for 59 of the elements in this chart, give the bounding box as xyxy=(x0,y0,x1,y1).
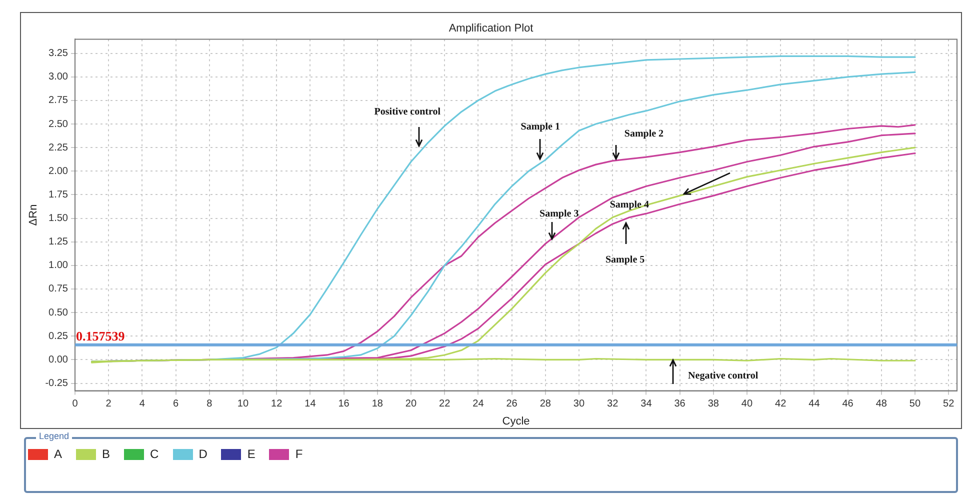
x-tick-label: 44 xyxy=(808,398,820,410)
x-tick-label: 42 xyxy=(775,398,787,410)
y-tick-label: 3.00 xyxy=(48,72,68,83)
x-tick-label: 32 xyxy=(607,398,619,410)
x-tick-label: 22 xyxy=(439,398,451,410)
y-tick-label: 1.00 xyxy=(48,260,68,272)
annotation: Sample 5 xyxy=(605,254,645,266)
y-tick-label: 2.75 xyxy=(48,95,68,106)
legend-label: C xyxy=(150,447,159,461)
y-tick-label: 0.00 xyxy=(48,354,68,366)
x-tick-label: 6 xyxy=(173,398,180,410)
y-tick-label: -0.25 xyxy=(45,378,68,390)
x-tick-label: 46 xyxy=(842,398,854,410)
annotation: Sample 2 xyxy=(624,128,664,140)
x-tick-label: 38 xyxy=(708,398,720,410)
x-tick-label: 10 xyxy=(237,398,249,410)
annotation: Negative control xyxy=(688,370,758,382)
y-tick-label: 0.25 xyxy=(48,330,68,342)
x-tick-label: 8 xyxy=(206,398,213,410)
x-tick-label: 16 xyxy=(338,398,350,410)
legend-label: A xyxy=(54,447,62,461)
x-tick-label: 24 xyxy=(472,398,484,410)
x-tick-label: 20 xyxy=(405,398,417,410)
x-tick-label: 2 xyxy=(106,398,112,410)
x-tick-label: 18 xyxy=(372,398,384,410)
y-tick-label: 1.75 xyxy=(48,189,68,200)
x-tick-label: 28 xyxy=(540,398,552,410)
ref-line-label: 0.157539 xyxy=(76,328,126,344)
y-tick-label: 2.25 xyxy=(48,142,68,154)
x-tick-label: 50 xyxy=(909,398,921,410)
x-tick-label: 30 xyxy=(573,398,585,410)
x-tick-label: 12 xyxy=(271,398,283,410)
annotation: Sample 3 xyxy=(540,208,579,220)
y-tick-label: 0.75 xyxy=(48,284,68,295)
y-tick-label: 0.50 xyxy=(48,307,68,318)
y-tick-label: 2.00 xyxy=(48,166,68,177)
annotation: Sample 1 xyxy=(520,121,560,132)
x-tick-label: 40 xyxy=(741,398,753,410)
legend-label: E xyxy=(247,447,256,461)
legend-label: F xyxy=(295,447,303,461)
x-tick-label: 36 xyxy=(674,398,686,410)
y-tick-label: 1.50 xyxy=(48,213,68,224)
x-axis-title: Cycle xyxy=(502,415,530,428)
x-tick-label: 14 xyxy=(304,398,316,410)
legend-title: Legend xyxy=(36,431,72,441)
x-tick-label: 4 xyxy=(139,398,146,410)
x-tick-label: 0 xyxy=(72,398,78,410)
x-tick-label: 52 xyxy=(943,398,955,410)
y-tick-label: 1.25 xyxy=(48,236,68,248)
y-tick-label: 2.50 xyxy=(48,118,68,130)
x-tick-label: 48 xyxy=(876,398,888,410)
y-tick-label: 3.25 xyxy=(48,48,68,60)
chart-title: Amplification Plot xyxy=(448,22,534,35)
annotation: Positive control xyxy=(374,106,441,118)
y-axis-title: ΔRn xyxy=(28,204,40,226)
x-tick-label: 34 xyxy=(640,398,652,410)
legend-label: D xyxy=(198,447,208,461)
x-tick-label: 26 xyxy=(506,398,518,410)
legend-label: B xyxy=(102,447,110,461)
